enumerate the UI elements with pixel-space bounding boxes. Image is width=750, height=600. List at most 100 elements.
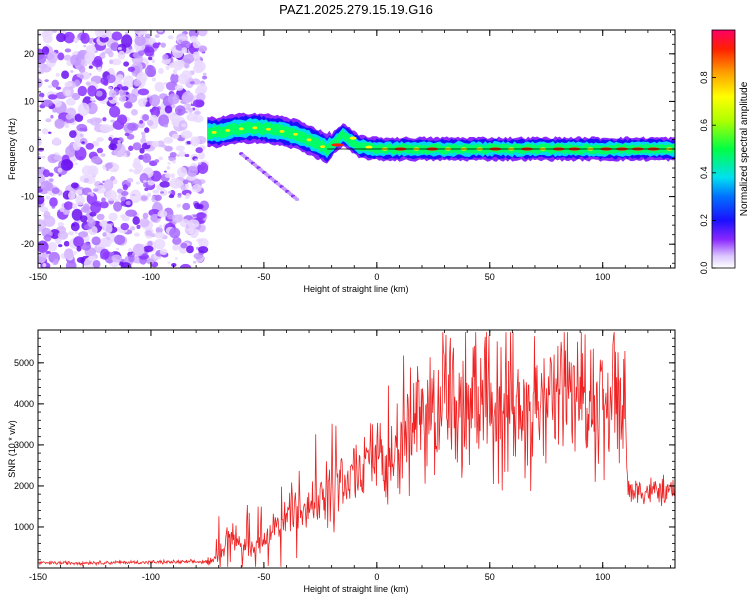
noise-blob	[120, 200, 126, 207]
noise-blob	[196, 238, 203, 243]
noise-blob	[80, 32, 90, 44]
noise-blob	[157, 210, 168, 218]
noise-blob	[174, 84, 184, 91]
noise-blob	[127, 122, 139, 132]
colorbar-tick-label: 0.8	[699, 71, 709, 84]
noise-blob	[63, 31, 75, 44]
noise-blob	[126, 177, 134, 183]
noise-blob	[141, 134, 146, 139]
noise-blob	[173, 71, 177, 75]
noise-blob	[150, 213, 159, 223]
ridge-peak	[252, 126, 258, 130]
noise-blob	[137, 50, 145, 56]
noise-blob	[74, 162, 79, 166]
noise-blob	[162, 54, 169, 60]
noise-blob	[116, 74, 124, 81]
noise-blob	[123, 61, 130, 67]
noise-blob	[89, 117, 101, 126]
noise-blob	[54, 118, 65, 129]
noise-blob	[196, 92, 206, 102]
noise-blob	[53, 258, 59, 265]
noise-blob	[178, 150, 186, 157]
noise-blob	[174, 105, 186, 116]
noise-blob	[152, 140, 160, 148]
noise-blob	[75, 195, 85, 206]
noise-blob	[144, 127, 150, 133]
noise-blob	[124, 31, 129, 35]
y-tick-label: 10	[24, 96, 34, 106]
noise-blob	[136, 224, 141, 229]
y-tick-label: 3000	[14, 440, 34, 450]
noise-blob	[79, 74, 84, 79]
noise-blob	[142, 212, 149, 220]
noise-blob	[95, 90, 103, 97]
snr-series-line	[38, 332, 675, 567]
noise-blob	[151, 59, 156, 64]
noise-blob	[171, 263, 177, 267]
noise-blob	[44, 234, 52, 242]
noise-blob	[123, 101, 133, 109]
noise-blob	[199, 48, 204, 53]
noise-blob	[150, 114, 158, 122]
noise-blob	[175, 145, 185, 152]
noise-blob	[154, 34, 160, 39]
snr-frame	[37, 329, 676, 569]
noise-blob	[92, 260, 101, 268]
noise-blob	[160, 191, 165, 194]
noise-blob	[71, 92, 81, 101]
y-tick-label: 20	[24, 49, 34, 59]
y-tick-label: -10	[21, 192, 34, 202]
noise-blob	[87, 218, 96, 228]
noise-blob	[132, 243, 145, 257]
noise-blob	[160, 42, 166, 48]
noise-blob	[87, 85, 97, 97]
noise-blob	[108, 143, 118, 151]
noise-blob	[113, 179, 118, 185]
noise-blob	[38, 32, 42, 36]
noise-blob	[146, 258, 155, 265]
noise-blob	[170, 173, 176, 179]
noise-blob	[144, 46, 155, 57]
ridge-peak	[365, 145, 373, 149]
noise-blob	[42, 262, 47, 268]
noise-blob	[80, 206, 93, 213]
noise-blob	[127, 66, 136, 72]
noise-blob	[111, 252, 115, 255]
noise-blob	[111, 93, 115, 96]
noise-blob	[73, 250, 77, 255]
noise-blob	[70, 182, 79, 189]
noise-blob	[116, 188, 123, 194]
y-tick-label: -20	[21, 239, 34, 249]
noise-blob	[117, 194, 121, 199]
noise-blob	[38, 92, 45, 98]
x-tick-label: -50	[257, 572, 270, 582]
noise-blob	[194, 158, 198, 161]
ridge-peak	[225, 129, 231, 132]
noise-blob	[57, 231, 69, 240]
noise-blob	[186, 113, 198, 122]
noise-blob	[70, 70, 74, 73]
noise-blob	[105, 190, 118, 201]
noise-blob	[63, 240, 70, 247]
noise-blob	[133, 79, 142, 87]
noise-blob	[83, 44, 87, 48]
ridge-peak	[349, 136, 357, 140]
noise-blob	[43, 211, 51, 220]
colorbar-label: Normalized spectral amplitude	[739, 81, 750, 216]
noise-blob	[181, 123, 187, 128]
noise-blob	[202, 72, 207, 77]
noise-blob	[140, 137, 147, 144]
noise-blob	[180, 130, 193, 139]
noise-blob	[38, 147, 44, 152]
noise-blob	[52, 108, 57, 113]
noise-blob	[171, 117, 180, 127]
noise-blob	[125, 93, 138, 104]
noise-blob	[48, 178, 54, 182]
noise-blob	[45, 250, 51, 255]
noise-blob	[202, 75, 208, 80]
noise-blob	[110, 119, 115, 123]
noise-blob	[38, 63, 48, 70]
noise-blob	[177, 60, 186, 68]
noise-blob	[181, 70, 192, 80]
noise-blob	[80, 242, 92, 251]
